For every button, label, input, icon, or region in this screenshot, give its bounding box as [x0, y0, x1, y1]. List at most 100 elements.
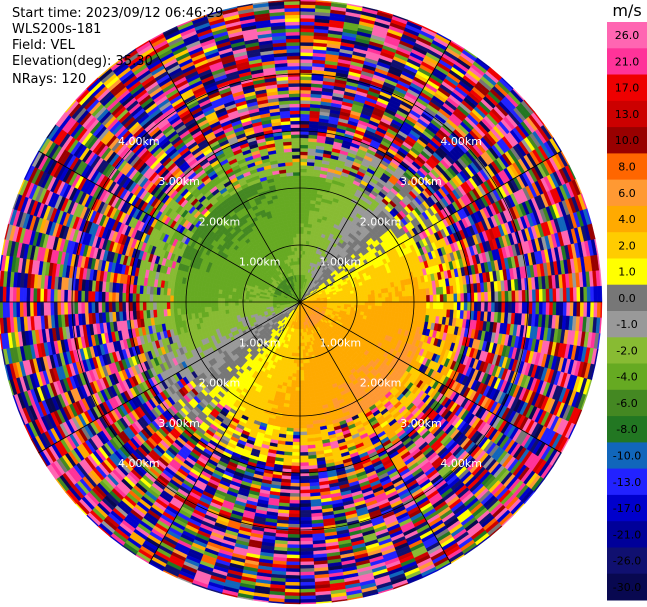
velocity-gate [299, 99, 311, 105]
velocity-gate [535, 301, 540, 315]
velocity-gate [439, 301, 444, 310]
velocity-gate [535, 289, 540, 303]
velocity-gate [299, 93, 312, 98]
velocity-gate [357, 295, 362, 300]
velocity-gate [514, 290, 520, 303]
velocity-gate [374, 305, 379, 311]
velocity-gate [299, 158, 308, 163]
velocity-gate [299, 188, 307, 193]
velocity-gate [299, 106, 311, 111]
velocity-gate [501, 301, 506, 313]
velocity-gate [576, 287, 581, 303]
velocity-gate [354, 301, 359, 306]
velocity-gate [303, 219, 309, 225]
velocity-gate [426, 294, 431, 303]
velocity-gate [432, 301, 438, 310]
velocity-gate [299, 117, 310, 122]
velocity-gate [446, 301, 451, 311]
velocity-gate [453, 293, 458, 303]
velocity-gate [572, 301, 578, 317]
velocity-gate [371, 297, 376, 303]
velocity-gate [501, 291, 506, 303]
velocity-gate [360, 304, 366, 310]
velocity-gate [569, 301, 574, 317]
velocity-gate [299, 86, 312, 91]
velocity-gate [463, 292, 468, 303]
velocity-gate [361, 298, 366, 303]
velocity-gate [299, 72, 313, 77]
velocity-gate [357, 292, 362, 297]
velocity-gate [299, 243, 304, 248]
velocity-gate [299, 247, 304, 252]
velocity-gate [343, 296, 349, 300]
velocity-gate [299, 175, 307, 180]
velocity-gate [299, 79, 312, 84]
velocity-gate [480, 292, 485, 303]
velocity-gate [477, 292, 482, 303]
velocity-gate [299, 168, 308, 173]
velocity-gate [360, 294, 366, 300]
velocity-gate [555, 288, 561, 303]
velocity-gate [299, 185, 307, 190]
velocity-gate [371, 301, 376, 307]
velocity-gate [299, 82, 312, 88]
velocity-gate [299, 236, 304, 241]
velocity-gate [443, 301, 448, 310]
velocity-gate [549, 301, 554, 316]
velocity-gate [299, 52, 314, 57]
velocity-gate [579, 301, 585, 318]
velocity-gate [303, 230, 308, 235]
velocity-gate [494, 301, 499, 313]
velocity-gate [419, 295, 424, 303]
velocity-gate [299, 151, 309, 156]
velocity-gate [586, 301, 591, 318]
velocity-gate [299, 24, 315, 30]
velocity-gate [555, 301, 561, 316]
velocity-gate [381, 292, 386, 298]
velocity-gate [460, 301, 465, 311]
velocity-gate [299, 178, 307, 183]
velocity-gate [487, 291, 492, 303]
velocity-gate [518, 290, 523, 303]
velocity-gate [299, 28, 315, 33]
velocity-gate [542, 301, 547, 316]
velocity-gate [521, 289, 526, 303]
velocity-gate [436, 294, 441, 303]
velocity-gate [394, 291, 400, 298]
velocity-gate [412, 301, 417, 309]
velocity-gate [361, 301, 366, 306]
velocity-gate [381, 301, 386, 307]
velocity-gate [357, 298, 362, 303]
velocity-gate [299, 223, 305, 228]
velocity-gate [299, 205, 306, 211]
velocity-gate [299, 7, 316, 12]
velocity-gate [304, 216, 310, 221]
velocity-gate [299, 134, 310, 139]
velocity-gate [484, 301, 489, 313]
velocity-gate [303, 233, 308, 238]
velocity-gate [357, 304, 362, 309]
velocity-gate [299, 55, 314, 60]
velocity-gate [299, 216, 305, 221]
velocity-gate [538, 289, 544, 303]
velocity-gate [378, 301, 383, 307]
velocity-gate [384, 292, 390, 298]
velocity-gate [367, 294, 372, 299]
velocity-gate [299, 192, 306, 197]
velocity-gate [552, 301, 557, 316]
velocity-gate [299, 4, 316, 9]
velocity-gate [299, 182, 307, 187]
velocity-gate [299, 164, 308, 170]
velocity-gate [422, 301, 427, 309]
velocity-gate [480, 301, 485, 312]
velocity-gate [368, 297, 373, 303]
velocity-gate [299, 58, 313, 64]
velocity-gate [377, 305, 383, 311]
velocity-gate [508, 290, 513, 303]
velocity-gate [299, 171, 308, 176]
velocity-gate [299, 103, 311, 108]
velocity-gate [405, 301, 410, 308]
velocity-gate [391, 301, 397, 308]
velocity-gate [531, 289, 537, 303]
velocity-gate [511, 290, 516, 303]
